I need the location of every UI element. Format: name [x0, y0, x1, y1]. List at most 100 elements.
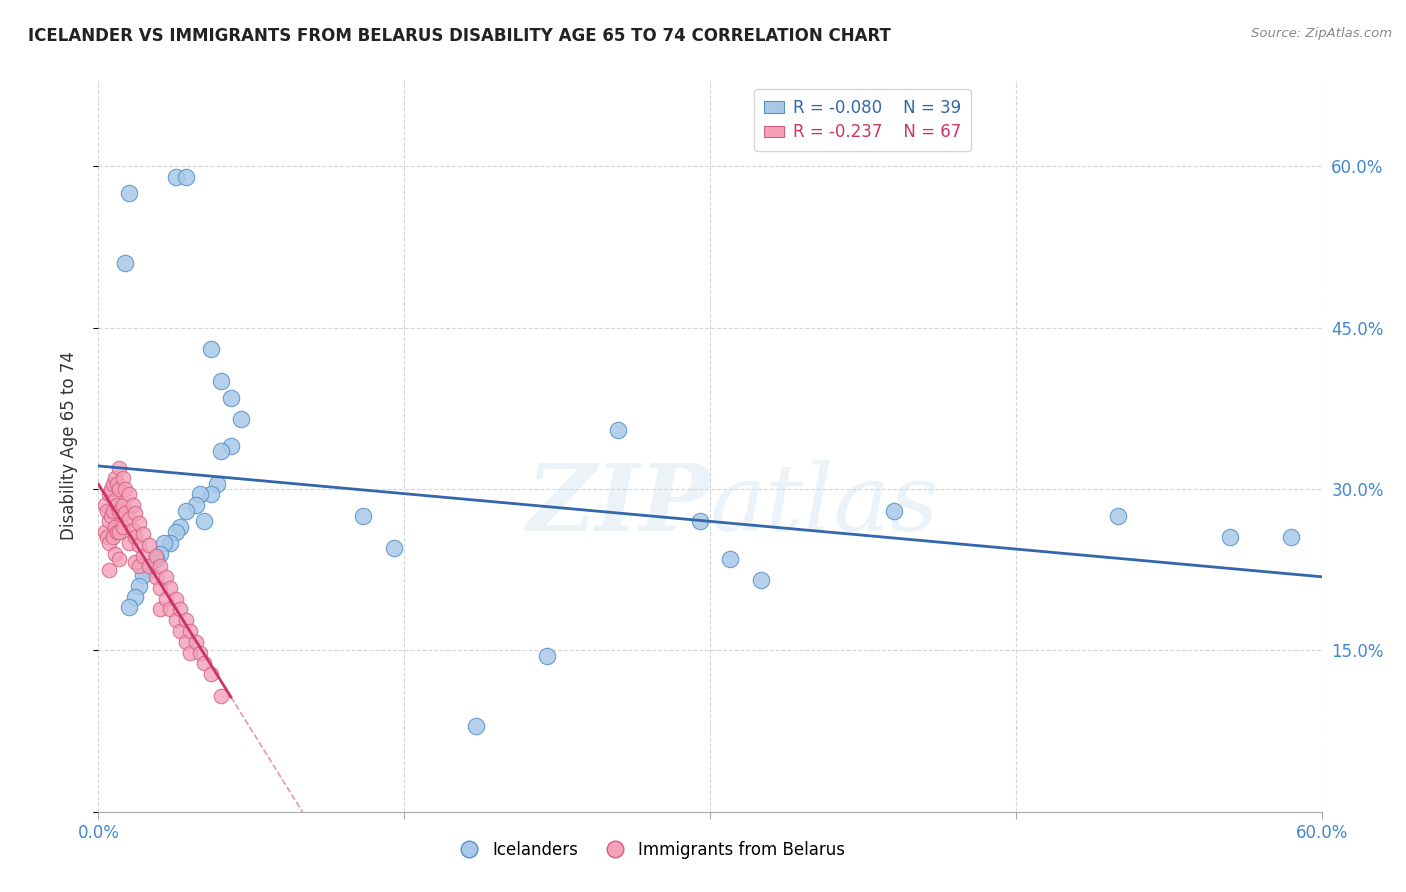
Text: Source: ZipAtlas.com: Source: ZipAtlas.com: [1251, 27, 1392, 40]
Point: [188, 646, 212, 660]
Point: [101, 530, 124, 544]
Point: [114, 506, 136, 520]
Point: [749, 574, 772, 588]
Point: [145, 552, 167, 566]
Point: [118, 600, 141, 615]
Point: [104, 492, 127, 507]
Point: [108, 482, 131, 496]
Point: [165, 591, 187, 606]
Point: [128, 516, 150, 531]
Point: [97, 487, 120, 501]
Legend: Icelanders, Immigrants from Belarus: Icelanders, Immigrants from Belarus: [446, 834, 852, 865]
Point: [128, 559, 150, 574]
Point: [138, 559, 160, 574]
Text: ICELANDER VS IMMIGRANTS FROM BELARUS DISABILITY AGE 65 TO 74 CORRELATION CHART: ICELANDER VS IMMIGRANTS FROM BELARUS DIS…: [28, 27, 891, 45]
Point: [124, 530, 146, 544]
Point: [149, 547, 172, 561]
Point: [165, 524, 187, 539]
Point: [607, 423, 630, 437]
Point: [149, 602, 172, 616]
Point: [118, 487, 141, 501]
Point: [179, 646, 201, 660]
Point: [536, 648, 558, 663]
Point: [464, 719, 486, 733]
Point: [138, 563, 160, 577]
Point: [689, 514, 711, 528]
Point: [219, 391, 242, 405]
Point: [174, 170, 197, 185]
Point: [155, 570, 177, 584]
Point: [186, 498, 208, 512]
Point: [122, 523, 145, 537]
Point: [96, 530, 118, 544]
Point: [159, 536, 181, 550]
Point: [169, 624, 191, 638]
Point: [883, 503, 905, 517]
Point: [93, 498, 115, 512]
Point: [111, 471, 134, 485]
Point: [159, 581, 181, 595]
Point: [179, 624, 201, 638]
Text: ZIP: ZIP: [526, 459, 710, 549]
Point: [186, 634, 208, 648]
Point: [1219, 530, 1241, 544]
Point: [138, 538, 160, 552]
Point: [105, 476, 128, 491]
Point: [101, 503, 124, 517]
Point: [104, 519, 127, 533]
Point: [149, 559, 172, 574]
Point: [720, 552, 742, 566]
Point: [104, 547, 127, 561]
Point: [200, 342, 222, 356]
Point: [128, 538, 150, 552]
Y-axis label: Disability Age 65 to 74: Disability Age 65 to 74: [59, 351, 77, 541]
Point: [93, 524, 115, 539]
Point: [231, 412, 253, 426]
Point: [97, 536, 120, 550]
Point: [219, 439, 242, 453]
Point: [101, 476, 124, 491]
Point: [97, 563, 120, 577]
Point: [155, 591, 177, 606]
Point: [124, 555, 146, 569]
Point: [205, 476, 228, 491]
Point: [200, 667, 222, 681]
Point: [152, 536, 174, 550]
Point: [105, 498, 128, 512]
Point: [132, 527, 155, 541]
Point: [200, 487, 222, 501]
Point: [97, 514, 120, 528]
Point: [114, 256, 136, 270]
Point: [209, 444, 232, 458]
Point: [159, 602, 181, 616]
Point: [128, 579, 150, 593]
Point: [124, 590, 146, 604]
Point: [174, 634, 197, 648]
Point: [100, 482, 122, 496]
Point: [145, 549, 167, 563]
Point: [382, 541, 405, 556]
Point: [209, 689, 232, 703]
Point: [118, 512, 141, 526]
Point: [193, 514, 215, 528]
Point: [104, 471, 127, 485]
Text: atlas: atlas: [710, 459, 939, 549]
Point: [1279, 530, 1302, 544]
Point: [100, 508, 122, 523]
Point: [108, 552, 131, 566]
Point: [165, 170, 187, 185]
Point: [169, 602, 191, 616]
Point: [165, 613, 187, 627]
Point: [352, 508, 374, 523]
Point: [169, 519, 191, 533]
Point: [174, 613, 197, 627]
Point: [209, 375, 232, 389]
Point: [132, 549, 155, 563]
Point: [188, 487, 212, 501]
Point: [1107, 508, 1129, 523]
Point: [145, 570, 167, 584]
Point: [118, 186, 141, 201]
Point: [108, 503, 131, 517]
Point: [111, 498, 134, 512]
Point: [96, 503, 118, 517]
